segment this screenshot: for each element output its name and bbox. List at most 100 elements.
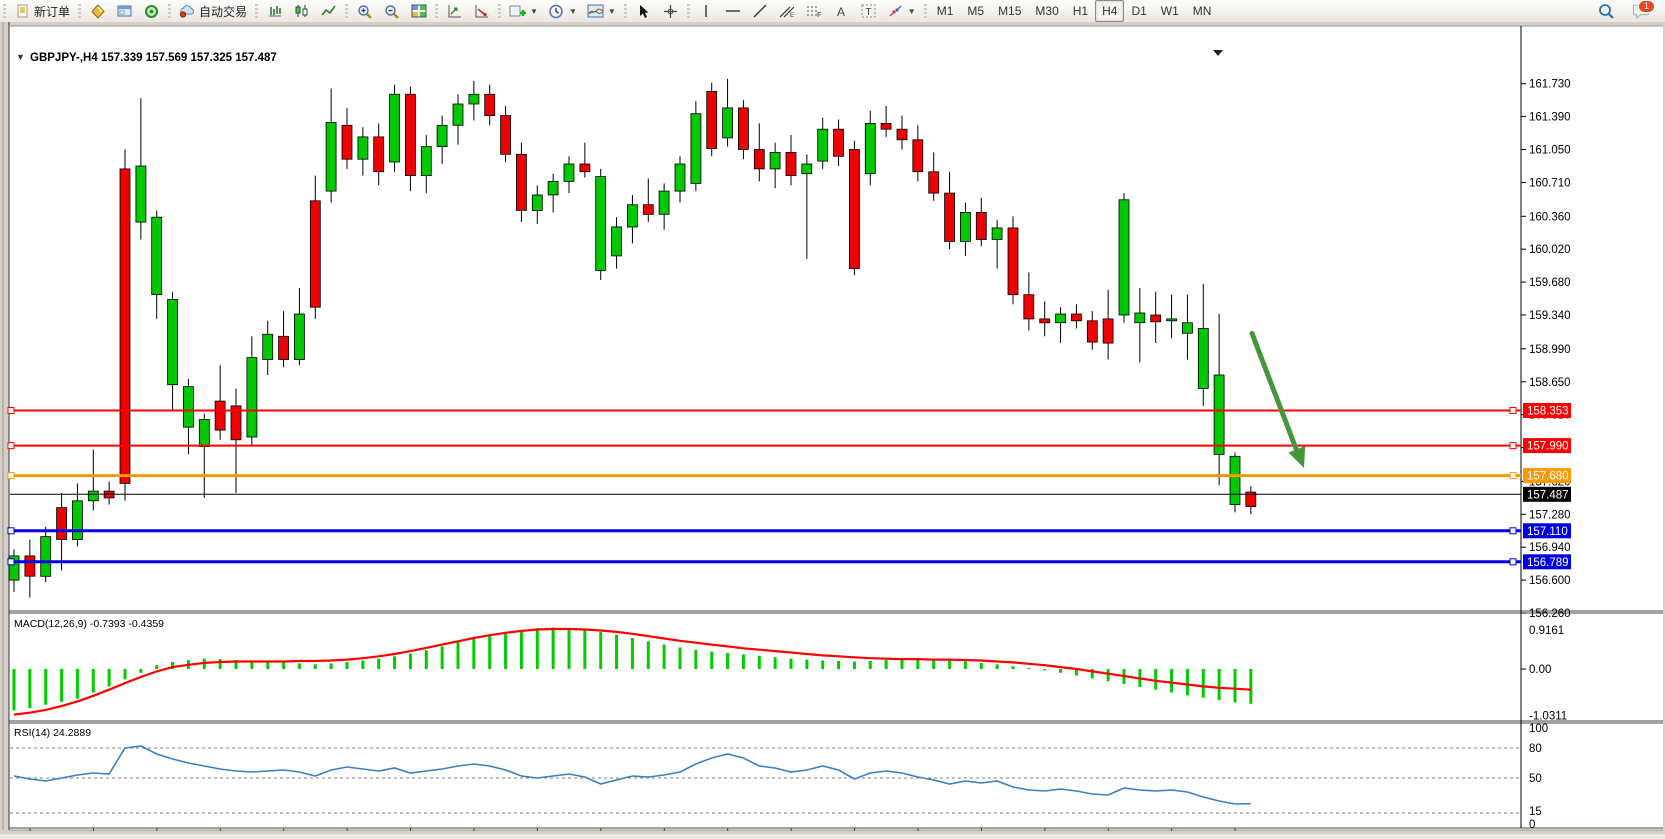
candle-body <box>1134 312 1146 324</box>
chart-window[interactable]: 161.730 161.390 161.050 160.710 160.360 160.0… <box>0 22 1665 839</box>
price-tick-label: 156.260 <box>1529 608 1571 620</box>
equidistant-channel-button[interactable]: E <box>774 0 801 22</box>
arrows-tool-button[interactable]: ▼ <box>882 0 921 22</box>
chevron-down-icon[interactable]: ▼ <box>607 6 616 16</box>
hline-anchor[interactable] <box>1509 472 1517 480</box>
tf-d1[interactable]: D1 <box>1124 0 1153 22</box>
chevron-down-icon[interactable]: ▼ <box>907 6 916 16</box>
cursor-tool-button[interactable] <box>630 0 657 22</box>
hline-box <box>1523 468 1571 484</box>
candle-body <box>389 93 401 163</box>
zoom-out-button[interactable] <box>378 0 405 22</box>
data-window-button[interactable] <box>111 0 138 22</box>
hline-anchor[interactable] <box>1509 442 1517 450</box>
candle-body <box>24 555 36 577</box>
macd-indicator-label: MACD(12,26,9) -0.7393 -0.4359 <box>14 618 164 630</box>
candle-body <box>262 333 274 360</box>
notification-badge: 1 <box>1638 0 1655 13</box>
candle-body <box>484 93 496 117</box>
tf-w1[interactable]: W1 <box>1154 0 1186 22</box>
candle-body <box>785 151 797 176</box>
trend-arrow-head[interactable] <box>1288 445 1306 468</box>
fibonacci-button[interactable]: F <box>801 0 828 22</box>
toolbar-separator <box>76 1 84 21</box>
candle-body <box>309 200 321 308</box>
price-tick-label: 158.650 <box>1529 377 1571 389</box>
zoom-in-button[interactable] <box>351 0 378 22</box>
chart-shift-marker[interactable] <box>1213 50 1223 56</box>
hline-label: 156.789 <box>1527 557 1569 569</box>
candle-body <box>864 123 876 175</box>
candle-chart-button[interactable] <box>288 0 315 22</box>
tf-h1-label: H1 <box>1072 4 1089 18</box>
tf-m1[interactable]: M1 <box>930 0 961 22</box>
candle-body <box>1213 374 1225 455</box>
page-icon <box>14 4 31 19</box>
main-toolbar: 新订单 自动交易 ▼ ▼ ▼ E F A T ▼ M1 M5 M15 M30 H1 H4 D1 W1 MN 1 <box>0 0 1665 23</box>
candle-body <box>960 211 971 242</box>
vertical-line-button[interactable] <box>693 0 720 22</box>
new-order-button[interactable]: 新订单 <box>9 0 75 22</box>
candle-body <box>1166 318 1177 322</box>
new-chart-button[interactable]: ▼ <box>504 0 543 22</box>
line-chart-button[interactable] <box>315 0 342 22</box>
hline-anchor[interactable] <box>7 558 15 566</box>
addchart-icon <box>509 4 527 19</box>
candle-body <box>119 168 131 484</box>
candle-body <box>563 163 575 182</box>
text-label-button[interactable]: T <box>855 0 882 22</box>
search-button[interactable] <box>1593 0 1620 22</box>
chart-shift-button[interactable] <box>441 0 468 22</box>
candle-body <box>944 192 955 242</box>
tf-mn[interactable]: MN <box>1186 0 1219 22</box>
macd-scale-label: -1.0311 <box>1529 711 1567 723</box>
candle-body <box>1086 320 1098 343</box>
trendline-button[interactable] <box>747 0 774 22</box>
candle-body <box>880 123 892 130</box>
text-tool-button[interactable]: A <box>828 0 855 22</box>
candle-body <box>516 153 527 211</box>
bar-chart-button[interactable] <box>261 0 288 22</box>
toolbar-group-4 <box>351 0 432 22</box>
hline-anchor[interactable] <box>1509 407 1517 414</box>
hline-anchor[interactable] <box>1509 558 1517 566</box>
tf-m5[interactable]: M5 <box>960 0 991 22</box>
templates-button[interactable]: ▼ <box>582 0 621 22</box>
tf-m15[interactable]: M15 <box>991 0 1028 22</box>
tf-h4[interactable]: H4 <box>1095 0 1125 22</box>
toolbar-separator <box>166 1 174 21</box>
tf-h1[interactable]: H1 <box>1066 0 1095 22</box>
chart-autoscroll-button[interactable] <box>468 0 495 22</box>
navigator-button[interactable] <box>138 0 165 22</box>
periods-button[interactable]: ▼ <box>543 0 582 22</box>
tf-h4-label: H4 <box>1102 4 1118 18</box>
chevron-down-icon[interactable]: ▼ <box>530 6 538 16</box>
hline-anchor[interactable] <box>1509 527 1517 535</box>
market-watch-button[interactable] <box>84 0 111 22</box>
toolbar-group-8: E F A T ▼ <box>693 0 921 22</box>
hline-anchor[interactable] <box>7 472 15 480</box>
horizontal-line-button[interactable] <box>720 0 747 22</box>
hline-anchor[interactable] <box>7 442 15 450</box>
tile-windows-button[interactable] <box>405 0 432 22</box>
rsi-scale-label: 100 <box>1529 723 1548 735</box>
candle-body <box>452 103 464 126</box>
price-tick-label: 160.360 <box>1529 211 1571 223</box>
chart-canvas[interactable]: 161.730 161.390 161.050 160.710 160.360 160.0… <box>0 22 1665 839</box>
toolbar-separator <box>496 1 504 21</box>
price-tick-label: 156.600 <box>1529 575 1571 587</box>
svg-text:E: E <box>790 13 794 18</box>
candle-body <box>230 405 242 441</box>
auto-trading-button[interactable]: 自动交易 <box>174 0 252 22</box>
hline-anchor[interactable] <box>7 407 15 414</box>
notifications-button[interactable]: 1 <box>1628 0 1655 22</box>
candle-body <box>135 165 147 223</box>
hline-box <box>1523 403 1571 418</box>
hline-anchor[interactable] <box>7 527 15 535</box>
candle-body <box>833 128 844 157</box>
trend-arrow[interactable] <box>1249 330 1301 457</box>
tf-m30[interactable]: M30 <box>1028 0 1065 22</box>
candle-body <box>246 357 258 438</box>
crosshair-tool-button[interactable] <box>657 0 684 22</box>
chevron-down-icon[interactable]: ▼ <box>568 6 577 16</box>
